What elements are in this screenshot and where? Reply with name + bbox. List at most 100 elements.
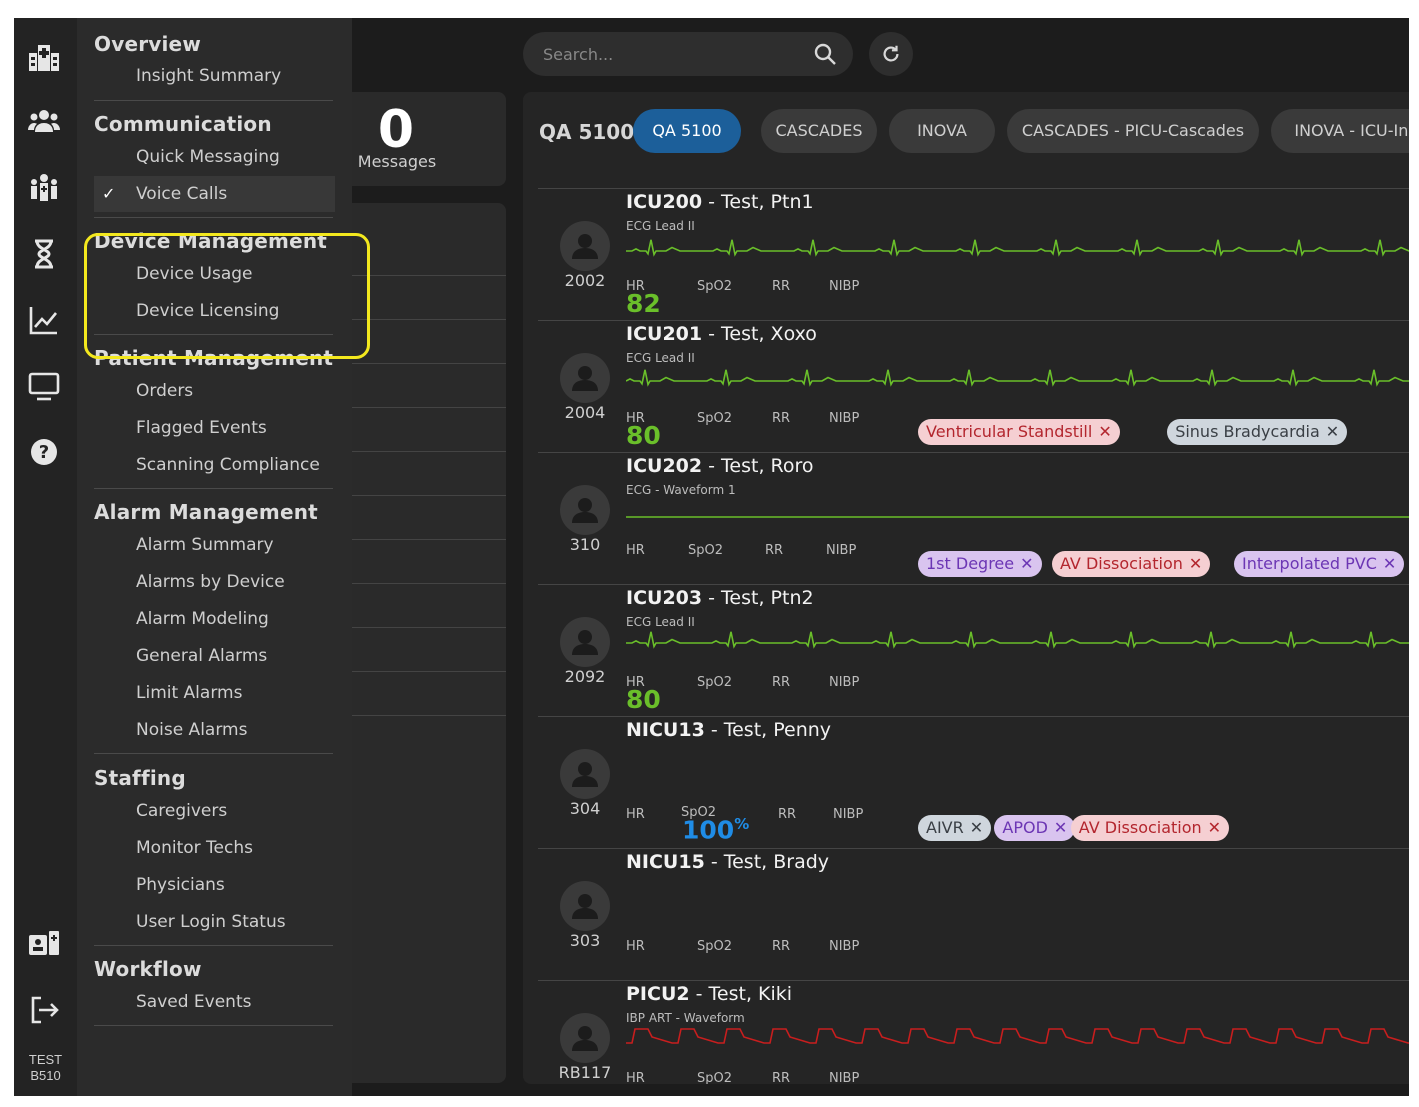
close-icon[interactable]: ✕ [1207,818,1222,837]
lead-label: ECG Lead II [626,219,695,233]
refresh-button[interactable] [869,32,913,76]
menu-item-quick-messaging[interactable]: Quick Messaging [94,139,335,175]
rhythm-chip[interactable]: APOD ✕ [994,815,1076,841]
menu-item-label: Alarms by Device [136,572,285,592]
menu-item-device-usage[interactable]: Device Usage [94,256,335,292]
menu-item-monitor-techs[interactable]: Monitor Techs [94,830,335,866]
nibp-label: NIBP [829,411,860,426]
patient-name[interactable]: NICU15 - Test, Brady [626,851,829,873]
hr-value: 80 [626,685,661,714]
patient-name[interactable]: ICU202 - Test, Roro [626,455,814,477]
check-icon: ✓ [102,184,116,203]
rhythm-chip-label: Interpolated PVC [1242,554,1377,573]
list-divider [352,275,506,276]
hr-value: 80 [626,421,661,450]
menu-item-insight-summary[interactable]: Insight Summary [94,58,335,94]
patient-name[interactable]: PICU2 - Test, Kiki [626,983,792,1005]
close-icon[interactable]: ✕ [1325,422,1340,441]
menu-item-alarm-summary[interactable]: Alarm Summary [94,527,335,563]
menu-item-alarm-modeling[interactable]: Alarm Modeling [94,601,335,637]
id-card-icon[interactable] [26,926,62,962]
hr-label: HR [626,939,645,954]
patient-row[interactable]: 2004 ICU201 - Test, Xoxo ECG Lead II HR SpO2… [538,320,1409,452]
patient-row[interactable]: 310 ICU202 - Test, Roro ECG - Waveform 1 HR… [538,452,1409,584]
logout-icon[interactable] [26,992,62,1028]
close-icon[interactable]: ✕ [1188,554,1203,573]
menu-item-physicians[interactable]: Physicians [94,867,335,903]
patient-name[interactable]: NICU13 - Test, Penny [626,719,831,741]
rr-label: RR [772,675,791,690]
monitor-icon[interactable] [26,368,62,404]
rhythm-chip[interactable]: Ventricular Standstill ✕ [918,419,1120,445]
patient-name[interactable]: ICU200 - Test, Ptn1 [626,191,814,213]
menu-item-device-licensing[interactable]: Device Licensing [94,293,335,329]
unit-label: PICU2 [626,983,690,1005]
menu-item-label: Physicians [136,875,225,895]
patient-name-label: - Test, Ptn1 [708,191,814,213]
menu-item-caregivers[interactable]: Caregivers [94,793,335,829]
person-avatar-icon [560,617,610,667]
search-input[interactable] [543,42,793,66]
menu-item-alarms-by-device[interactable]: Alarms by Device [94,564,335,600]
lead-label: ECG - Waveform 1 [626,483,736,497]
staff-group-icon[interactable] [26,170,62,206]
menu-item-voice-calls[interactable]: ✓ Voice Calls [94,176,335,212]
patient-name[interactable]: ICU203 - Test, Ptn2 [626,587,814,609]
menu-item-label: Orders [136,381,194,401]
patient-row[interactable]: 2092 ICU203 - Test, Ptn2 ECG Lead II HR SpO2… [538,584,1409,716]
hospital-icon[interactable] [26,40,62,76]
help-icon[interactable]: ? [26,434,62,470]
spo2-value: 100% [682,815,749,844]
menu-item-label: Alarm Summary [136,535,274,555]
messages-card[interactable]: 0 Messages [352,92,506,186]
tab-cascades-picu-cascades[interactable]: CASCADES - PICU-Cascades [1007,109,1259,153]
rhythm-chip[interactable]: Sinus Bradycardia ✕ [1167,419,1348,445]
waveform [626,239,1409,257]
tab-inova-icu-inov[interactable]: INOVA - ICU-Inov [1271,109,1409,153]
search-icon[interactable] [813,42,837,66]
tab-qa-5100[interactable]: QA 5100 [633,109,741,153]
patient-row[interactable]: 2002 ICU200 - Test, Ptn1 ECG Lead II HR SpO2… [538,188,1409,320]
close-icon[interactable]: ✕ [1020,554,1034,573]
rhythm-chip[interactable]: 1st Degree ✕ [918,551,1042,577]
nibp-label: NIBP [826,543,857,558]
list-divider [352,715,506,716]
menu-item-user-login-status[interactable]: User Login Status [94,904,335,940]
menu-item-label: Voice Calls [136,184,228,204]
patient-row[interactable]: 304 NICU13 - Test, Penny HR SpO2 RR NIBP 100% A… [538,716,1409,848]
unit-label: ICU201 [626,323,703,345]
trend-chart-icon[interactable] [26,302,62,338]
close-icon[interactable]: ✕ [969,818,984,837]
rr-label: RR [772,939,791,954]
nibp-label: NIBP [829,1071,860,1084]
users-icon[interactable] [26,104,62,140]
side-list-card [352,203,506,1083]
search-bar[interactable] [523,32,853,76]
tab-inova[interactable]: INOVA [889,109,995,153]
patient-row[interactable]: RB117 PICU2 - Test, Kiki IBP ART - Wavefor… [538,980,1409,1084]
tab-cascades[interactable]: CASCADES [761,109,877,153]
menu-item-orders[interactable]: Orders [94,373,335,409]
hourglass-icon[interactable] [26,236,62,272]
rhythm-chip[interactable]: AIVR ✕ [918,815,992,841]
menu-item-scanning-compliance[interactable]: Scanning Compliance [94,447,335,483]
menu-item-general-alarms[interactable]: General Alarms [94,638,335,674]
rhythm-chip[interactable]: AV Dissociation ✕ [1070,815,1230,841]
patient-row[interactable]: 303 NICU15 - Test, Brady HR SpO2 RR NIBP [538,848,1409,980]
menu-item-label: Scanning Compliance [136,455,320,475]
rhythm-chip[interactable]: Interpolated PVC ✕ [1234,551,1405,577]
close-icon[interactable]: ✕ [1098,422,1112,441]
bed-number: 2002 [564,271,606,290]
menu-item-noise-alarms[interactable]: Noise Alarms [94,712,335,748]
menu-item-flagged-events[interactable]: Flagged Events [94,410,335,446]
lead-label: ECG Lead II [626,351,695,365]
menu-item-limit-alarms[interactable]: Limit Alarms [94,675,335,711]
menu-item-saved-events[interactable]: Saved Events [94,984,335,1020]
rhythm-chip[interactable]: AV Dissociation ✕ [1052,551,1211,577]
close-icon[interactable]: ✕ [1382,554,1397,573]
close-icon[interactable]: ✕ [1053,818,1068,837]
spo2-label: SpO2 [697,1071,733,1084]
menu-divider [94,334,333,335]
patient-name[interactable]: ICU201 - Test, Xoxo [626,323,817,345]
menu-item-label: Alarm Modeling [136,609,269,629]
